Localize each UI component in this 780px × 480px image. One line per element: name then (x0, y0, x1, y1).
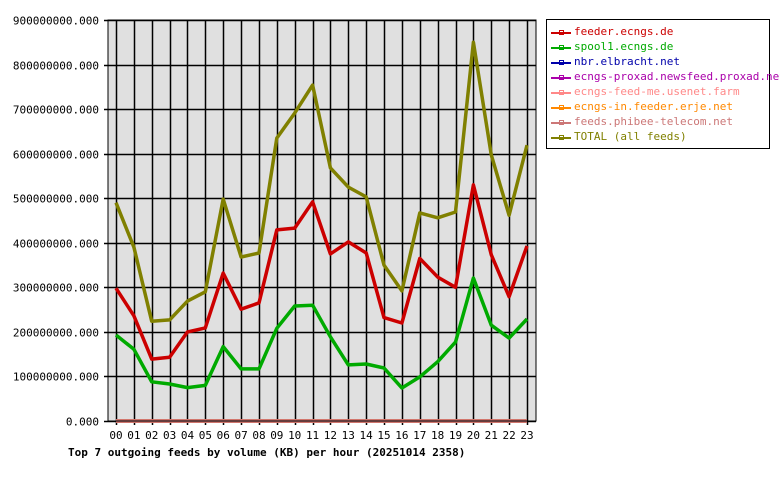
chart-legend: feeder.ecngs.de spool1.ecngs.de nbr.elbrac… (546, 19, 780, 149)
series-line-spool1-ecngs-de (114, 276, 529, 390)
x-tick-label: 14 (360, 429, 374, 442)
legend-line-marker-icon (551, 43, 571, 51)
legend-label: feeder.ecngs.de (574, 25, 674, 38)
y-tick-label: 100000000.000 (13, 371, 99, 384)
legend-item: spool1.ecngs.de (547, 39, 769, 54)
plot-border (107, 19, 537, 422)
x-tick-label: 23 (520, 429, 533, 442)
legend-line-marker-icon (551, 73, 571, 81)
series-line-total-all-feeds- (114, 40, 529, 323)
x-tick-label: 10 (288, 429, 301, 442)
grid-lines (104, 19, 536, 425)
legend-label: TOTAL (all feeds) (574, 130, 687, 143)
x-tick-label: 16 (395, 429, 408, 442)
x-tick-label: 12 (324, 429, 337, 442)
legend-item: feeder.ecngs.de (547, 24, 769, 39)
legend-item: ecngs-proxad.newsfeed.proxad.net (547, 69, 780, 84)
legend-label: nbr.elbracht.net (574, 55, 680, 68)
x-tick-label: 11 (306, 429, 319, 442)
x-tick-label: 19 (449, 429, 462, 442)
chart-title: Top 7 outgoing feeds by volume (KB) per … (68, 446, 465, 459)
legend-line-marker-icon (551, 58, 571, 66)
y-tick-label: 900000000.000 (13, 15, 99, 28)
y-axis-ticks: 0.000 100000000.000 200000000.000 300000000… (13, 15, 99, 429)
x-tick-label: 22 (503, 429, 516, 442)
x-tick-label: 18 (431, 429, 444, 442)
legend-line-marker-icon (551, 28, 571, 36)
legend-item: nbr.elbracht.net (547, 54, 769, 69)
legend-line-marker-icon (551, 103, 571, 111)
legend-item: ecngs-in.feeder.erje.net (547, 99, 769, 114)
x-tick-label: 03 (163, 429, 176, 442)
legend-line-marker-icon (551, 88, 571, 96)
y-tick-label: 600000000.000 (13, 149, 99, 162)
legend-label: spool1.ecngs.de (574, 40, 674, 53)
legend-label: feeds.phibee-telecom.net (574, 115, 733, 128)
x-tick-label: 05 (199, 429, 212, 442)
x-tick-label: 15 (377, 429, 390, 442)
x-tick-label: 08 (252, 429, 265, 442)
y-tick-label: 200000000.000 (13, 327, 99, 340)
y-tick-label: 300000000.000 (13, 282, 99, 295)
x-tick-label: 21 (485, 429, 498, 442)
x-tick-label: 07 (234, 429, 247, 442)
x-tick-label: 13 (342, 429, 355, 442)
y-tick-label: 500000000.000 (13, 193, 99, 206)
x-axis-ticks: 00 01 02 03 04 05 06 07 08 09 10 11 12 13 14 15 16 17 18 19… (109, 429, 533, 442)
legend-label: ecngs-proxad.newsfeed.proxad.net (574, 70, 780, 83)
y-tick-label: 0.000 (66, 416, 99, 429)
y-tick-label: 700000000.000 (13, 104, 99, 117)
x-tick-label: 02 (145, 429, 158, 442)
legend-label: ecngs-in.feeder.erje.net (574, 100, 733, 113)
legend-line-marker-icon (551, 118, 571, 126)
series-line-feeder-ecngs-de (114, 183, 529, 361)
legend-item: TOTAL (all feeds) (547, 129, 769, 144)
x-tick-label: 04 (181, 429, 195, 442)
x-tick-label: 17 (413, 429, 426, 442)
x-tick-label: 09 (270, 429, 283, 442)
x-tick-label: 01 (127, 429, 140, 442)
plot-background (108, 20, 536, 421)
y-tick-label: 400000000.000 (13, 238, 99, 251)
x-tick-label: 20 (467, 429, 480, 442)
x-tick-label: 00 (109, 429, 122, 442)
y-tick-label: 800000000.000 (13, 60, 99, 73)
legend-item: ecngs-feed-me.usenet.farm (547, 84, 769, 99)
legend-label: ecngs-feed-me.usenet.farm (574, 85, 740, 98)
x-tick-label: 06 (217, 429, 230, 442)
legend-item: feeds.phibee-telecom.net (547, 114, 769, 129)
legend-line-marker-icon (551, 133, 571, 141)
